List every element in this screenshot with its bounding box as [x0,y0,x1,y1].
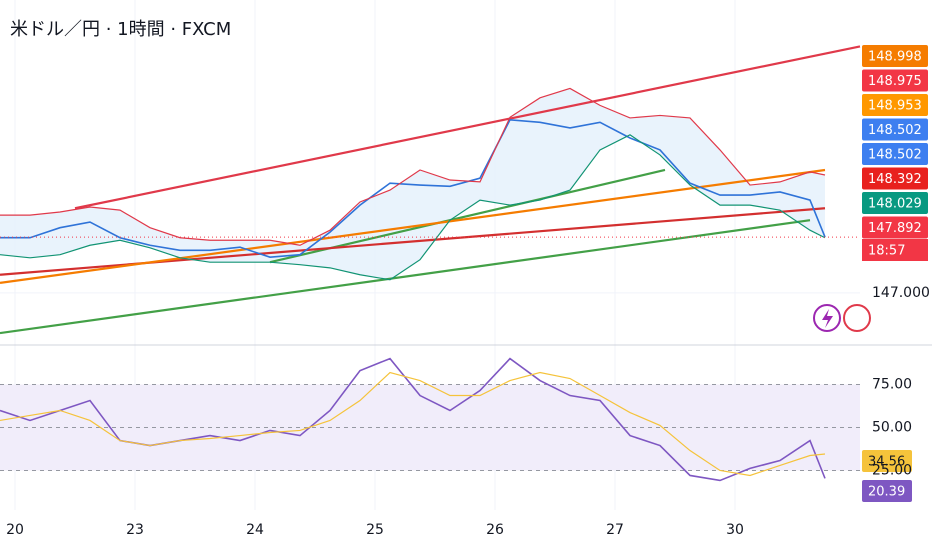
price-tag-bg [862,192,928,214]
countdown-label: 18:57 [868,244,905,259]
countdown-bg [862,239,928,261]
price-tag-bg [862,143,928,165]
x-tick-label: 30 [726,522,744,538]
price-tag: 20.39 [862,480,912,502]
y-tick-label: 147.000 [872,285,930,301]
price-tag-label: 148.975 [868,74,922,89]
rsi-pane [0,357,860,482]
y-tick-label: 25.00 [872,462,912,478]
price-tag: 148.502 [862,143,928,165]
price-tag: 148.502 [862,118,928,141]
price-tag-bg [862,450,912,472]
price-tag-bg [862,45,928,67]
price-tag-label: 148.392 [868,172,922,187]
price-tag: 148.953 [862,94,928,116]
price-tag: 148.392 [862,167,928,190]
icon[interactable] [843,304,871,332]
series-line [0,87,826,246]
price-tag-bg [862,118,928,141]
price-tag-bg [862,69,928,92]
price-tag-label: 148.502 [868,148,922,163]
price-pane [0,45,861,335]
series-line [0,118,826,258]
x-tick-label: 23 [126,522,144,538]
price-tag-label: 148.502 [868,123,922,138]
trend-line [74,45,861,210]
y-tick-label: 50.00 [872,420,912,436]
x-tick-label: 24 [246,522,264,538]
price-tag-bg [862,94,928,116]
x-tick-label: 27 [606,522,624,538]
countdown: 18:57 [862,239,928,261]
price-tag-label: 147.892 [868,221,922,236]
price-tag-bg [862,216,928,239]
series-line [0,371,826,477]
icon-bolt [822,309,833,328]
price-tag-bg [862,480,912,502]
price-tag-bg [862,167,928,190]
price-tag: 147.892 [862,216,928,239]
price-tag-label: 20.39 [868,485,905,500]
x-tick-label: 26 [486,522,504,538]
x-tick-label: 20 [6,522,24,538]
trend-line [0,168,826,284]
y-tick-label: 75.00 [872,377,912,393]
price-tag-label: 148.029 [868,197,922,212]
price-tag: 148.975 [862,69,928,92]
trend-line [0,219,811,335]
rsi-band [0,384,860,471]
price-tag: 148.998 [862,45,928,67]
series-line [0,134,826,281]
price-tag: 148.029 [862,192,928,214]
x-tick-label: 25 [366,522,384,538]
price-tags: 148.998 148.975 148.953 148.502 148.502 148.3… [862,45,928,502]
price-tag-label: 148.998 [868,50,922,65]
chart-title: 米ドル／円 · 1時間 · FXCM [10,19,231,40]
price-tag-label: 34.56 [868,455,905,470]
price-tag-label: 148.953 [868,99,922,114]
price-tag: 34.56 [862,450,912,472]
